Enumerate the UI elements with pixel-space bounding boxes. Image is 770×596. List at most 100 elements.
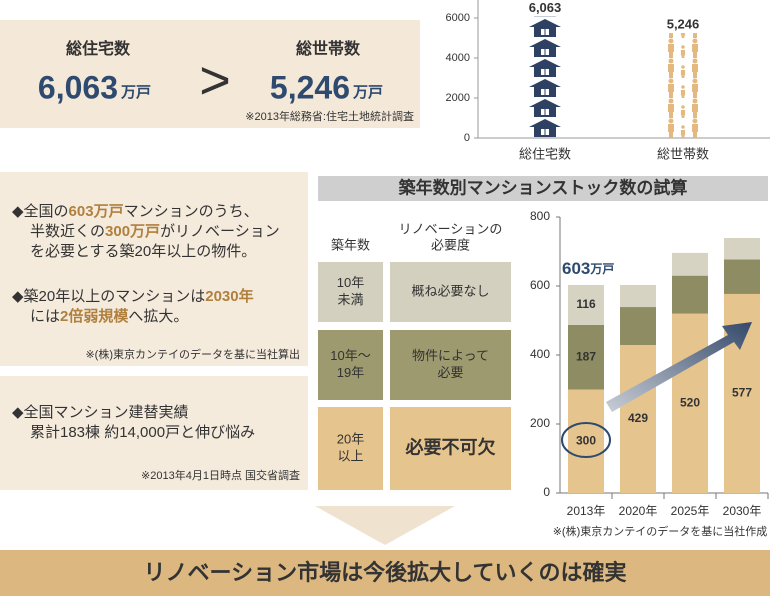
notes-panel bbox=[0, 376, 308, 490]
bullet-line: を必要とする築20年以上の物件。 bbox=[30, 242, 256, 260]
y-tick-label: 0 bbox=[543, 485, 550, 499]
value-label: 520 bbox=[680, 395, 700, 409]
x-tick-label: 2025年 bbox=[671, 504, 710, 518]
body-text: がリノベーション bbox=[160, 223, 280, 240]
table-cell bbox=[390, 407, 511, 490]
pictogram-bar bbox=[663, 33, 703, 138]
highlight-text: 2030年 bbox=[205, 287, 253, 305]
table-header: 築年数 bbox=[331, 237, 370, 252]
x-tick-label: 2013年 bbox=[567, 504, 606, 518]
table-cell bbox=[318, 330, 383, 400]
bullet-line: には2倍弱規模へ拡大。 bbox=[30, 307, 188, 325]
table-cell-text: 以上 bbox=[337, 448, 363, 463]
notes-panel bbox=[0, 172, 308, 366]
value-label: 300 bbox=[576, 433, 596, 447]
chart-source: ※(株)東京カンテイのデータを基に当社作成 bbox=[553, 524, 768, 538]
body-text: マンションのうち、 bbox=[124, 203, 259, 220]
table-cell bbox=[318, 407, 383, 490]
x-tick-label: 総世帯数 bbox=[657, 146, 709, 161]
housing-label: 総住宅数 bbox=[66, 39, 131, 58]
table-cell bbox=[390, 262, 511, 322]
body-text: へ拡大。 bbox=[128, 308, 188, 325]
y-tick-label: 0 bbox=[464, 132, 470, 144]
table-cell-text: 10年 bbox=[337, 275, 364, 290]
bullet-line: ◆全国マンション建替実績 bbox=[12, 403, 189, 421]
y-tick-label: 200 bbox=[530, 416, 550, 430]
summary-panel bbox=[0, 20, 420, 128]
conclusion-banner bbox=[0, 550, 770, 596]
panel-note: ※(株)東京カンテイのデータを基に当社算出 bbox=[85, 347, 300, 361]
chart-title-banner bbox=[318, 176, 768, 201]
table-cell-text: 概ね必要なし bbox=[411, 283, 489, 298]
x-tick-label: 総住宅数 bbox=[519, 146, 571, 161]
annotation: 603万戸 bbox=[562, 259, 614, 278]
table-cell-text: 物件によって bbox=[412, 348, 489, 363]
body-text: を必要とする築20年以上の物件。 bbox=[30, 242, 256, 260]
household-value: 5,246 bbox=[270, 69, 350, 105]
value-label: 429 bbox=[628, 411, 648, 425]
y-tick-label: 6000 bbox=[446, 12, 470, 24]
body-text: ◆全国の bbox=[12, 202, 69, 220]
y-tick-label: 4000 bbox=[446, 52, 470, 64]
household-label: 総世帯数 bbox=[296, 39, 361, 58]
bar-segment bbox=[724, 238, 760, 260]
chart-title: 築年数別マンションストック数の試算 bbox=[398, 177, 688, 197]
value-label: 5,246 bbox=[667, 17, 700, 32]
y-tick-label: 400 bbox=[530, 347, 550, 361]
bar-segment bbox=[620, 344, 656, 493]
table-cell-text: 10年～ bbox=[330, 348, 370, 363]
bar-segment bbox=[672, 275, 708, 314]
household-unit: 万戸 bbox=[352, 84, 383, 101]
conclusion: リノベーション市場は今後拡大していくのは確実 bbox=[144, 560, 627, 585]
comparator: > bbox=[199, 50, 231, 110]
table-cell-text: 必要 bbox=[437, 365, 463, 380]
highlight-text: 603万戸 bbox=[69, 203, 124, 220]
value-label: 187 bbox=[576, 349, 596, 363]
trend-arrow bbox=[606, 322, 752, 412]
pictogram-bar bbox=[527, 16, 563, 139]
annotation-number: 603 bbox=[562, 259, 590, 278]
body-text: ◆築20年以上のマンションは bbox=[12, 287, 205, 305]
value-label: 116 bbox=[576, 297, 596, 311]
table-cell bbox=[390, 330, 511, 400]
table-cell bbox=[318, 262, 383, 322]
housing-unit: 万戸 bbox=[120, 84, 151, 101]
table-cell-text: 未満 bbox=[337, 292, 363, 307]
bar-segment bbox=[568, 284, 604, 325]
y-tick-label: 800 bbox=[530, 209, 550, 223]
highlight-text: 300万戸 bbox=[105, 223, 160, 240]
bar-segment bbox=[568, 389, 604, 493]
panel-note: ※2013年4月1日時点 国交省調査 bbox=[141, 468, 300, 482]
body-text: 半数近くの bbox=[30, 223, 105, 240]
bar-segment bbox=[672, 252, 708, 276]
value-label: 577 bbox=[732, 386, 752, 400]
x-tick-label: 2030年 bbox=[723, 504, 762, 518]
table-header: リノベーションの bbox=[399, 221, 503, 236]
bar-segment bbox=[620, 284, 656, 308]
body-text: ◆全国マンション建替実績 bbox=[12, 403, 189, 421]
bullet-line: ◆築20年以上のマンションは2030年 bbox=[12, 287, 254, 305]
table-cell-text: 20年 bbox=[337, 431, 364, 446]
highlight-circle bbox=[561, 422, 611, 458]
bar-segment bbox=[620, 307, 656, 345]
down-chevron bbox=[315, 506, 455, 545]
summary-source: ※2013年総務省:住宅土地統計調査 bbox=[245, 109, 414, 123]
body-text: には bbox=[30, 308, 60, 325]
table-header: 必要度 bbox=[431, 237, 470, 252]
body-text: 累計183棟 約14,000戸と伸び悩み bbox=[30, 424, 255, 441]
bar-segment bbox=[672, 313, 708, 493]
bar-segment bbox=[724, 259, 760, 294]
table-cell-text: 必要不可欠 bbox=[405, 436, 496, 457]
annotation-unit: 万戸 bbox=[589, 262, 614, 276]
highlight-text: 2倍弱規模 bbox=[60, 307, 129, 325]
y-tick-label: 600 bbox=[530, 278, 550, 292]
housing-value: 6,063 bbox=[38, 69, 118, 105]
bar-segment bbox=[568, 324, 604, 390]
table-cell-text: 19年 bbox=[337, 365, 364, 380]
y-tick-label: 2000 bbox=[446, 92, 470, 104]
x-tick-label: 2020年 bbox=[619, 504, 658, 518]
bullet-line: 半数近くの300万戸がリノベーション bbox=[30, 223, 280, 240]
bullet-line: 累計183棟 約14,000戸と伸び悩み bbox=[30, 424, 255, 441]
value-label: 6,063 bbox=[529, 0, 562, 15]
